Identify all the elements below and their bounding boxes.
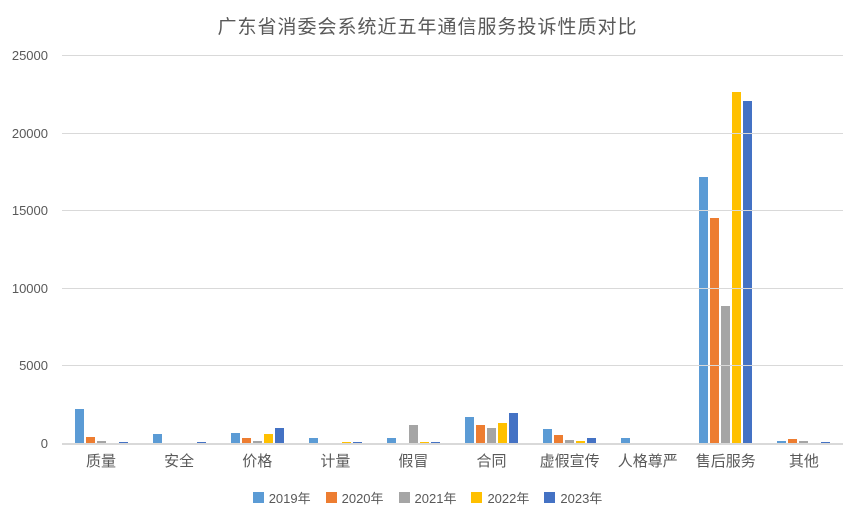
bar-2022年-合同 xyxy=(498,422,508,444)
bar-2023年-质量 xyxy=(118,441,128,444)
legend-swatch-icon xyxy=(544,492,556,503)
bar-2019年-合同 xyxy=(465,417,475,444)
bar-2020年-售后服务 xyxy=(710,218,720,444)
bar-2023年-售后服务 xyxy=(743,101,753,444)
y-tick-label-20000: 20000 xyxy=(11,125,48,141)
bar-group-安全 xyxy=(140,56,218,444)
gridline-25000 xyxy=(62,55,843,56)
bar-2019年-人格尊严 xyxy=(621,437,631,444)
legend-label: 2021年 xyxy=(414,491,457,506)
x-category-label-其他: 其他 xyxy=(788,453,819,470)
gridline-20000 xyxy=(62,132,843,134)
bar-group-虚假宣传 xyxy=(531,56,609,444)
x-category-label-虚假宣传: 虚假宣传 xyxy=(539,453,600,470)
bar-2023年-假冒 xyxy=(430,441,440,444)
legend-label: 2019年 xyxy=(268,491,311,506)
bar-2019年-售后服务 xyxy=(699,177,709,444)
x-category-label-计量: 计量 xyxy=(320,453,351,470)
y-tick-label-5000: 5000 xyxy=(19,358,48,374)
bar-2023年-价格 xyxy=(274,428,284,444)
bar-2019年-价格 xyxy=(230,432,240,444)
bar-2020年-其他 xyxy=(788,439,798,444)
legend-label: 2020年 xyxy=(341,491,384,506)
bar-group-计量 xyxy=(296,56,374,444)
bar-2021年-合同 xyxy=(487,428,497,444)
bar-2022年-售后服务 xyxy=(732,92,742,444)
legend-swatch-icon xyxy=(252,492,264,503)
bar-2021年-价格 xyxy=(252,441,262,444)
legend-item-2023年: 2023年 xyxy=(544,488,602,507)
bar-2020年-虚假宣传 xyxy=(554,435,564,444)
bar-2022年-虚假宣传 xyxy=(576,441,586,444)
bar-2020年-质量 xyxy=(85,437,95,444)
y-tick-label-0: 0 xyxy=(40,436,48,451)
bar-2019年-计量 xyxy=(308,437,318,444)
bar-2019年-假冒 xyxy=(386,437,396,444)
legend-label: 2023年 xyxy=(560,491,603,506)
bar-2021年-质量 xyxy=(96,441,106,444)
gridline-5000 xyxy=(62,365,843,367)
x-axis-line xyxy=(62,443,843,445)
bar-2023年-虚假宣传 xyxy=(587,438,597,444)
gridline-10000 xyxy=(62,287,843,289)
bar-group-价格 xyxy=(218,56,296,444)
legend-item-2022年: 2022年 xyxy=(471,488,529,507)
bar-2019年-其他 xyxy=(777,441,787,444)
bar-2021年-售后服务 xyxy=(721,305,731,444)
bar-2019年-虚假宣传 xyxy=(543,429,553,444)
bar-2020年-价格 xyxy=(241,437,251,444)
bar-group-人格尊严 xyxy=(609,56,687,444)
y-tick-label-25000: 25000 xyxy=(11,48,48,63)
bar-2021年-虚假宣传 xyxy=(565,439,575,444)
x-category-label-价格: 价格 xyxy=(242,453,273,470)
bar-2020年-合同 xyxy=(476,424,486,444)
legend-swatch-icon xyxy=(471,492,483,503)
legend-swatch-icon xyxy=(398,492,410,503)
bar-group-质量 xyxy=(62,56,140,444)
y-tick-label-15000: 15000 xyxy=(11,203,48,219)
bar-group-假冒 xyxy=(374,56,452,444)
x-axis: 质量 安全 价格 计量 假冒 合同 虚假宣传 人格尊严 售后服务 其他 xyxy=(62,450,843,471)
legend-swatch-icon xyxy=(325,492,337,503)
legend-item-2020年: 2020年 xyxy=(325,488,384,507)
x-category-label-安全: 安全 xyxy=(164,453,195,470)
legend-item-2021年: 2021年 xyxy=(398,488,457,507)
y-tick-label-10000: 10000 xyxy=(11,280,48,296)
bar-2021年-其他 xyxy=(799,441,809,444)
bar-2023年-合同 xyxy=(509,412,519,444)
x-category-label-人格尊严: 人格尊严 xyxy=(617,453,678,470)
gridline-15000 xyxy=(62,210,843,212)
bar-2022年-价格 xyxy=(263,433,273,444)
bar-2019年-质量 xyxy=(74,409,84,444)
bar-groups xyxy=(62,56,843,444)
bar-2021年-假冒 xyxy=(408,424,418,444)
legend: 2019年 2020年 2021年 2022年 2023年 xyxy=(0,488,855,507)
plot-area xyxy=(62,55,843,445)
x-category-label-假冒: 假冒 xyxy=(398,453,429,470)
legend-item-2019年: 2019年 xyxy=(252,488,311,507)
y-axis: 0 5000 10000 15000 20000 25000 xyxy=(0,48,54,451)
legend-label: 2022年 xyxy=(487,491,530,506)
bar-group-其他 xyxy=(765,56,843,444)
bar-group-售后服务 xyxy=(687,56,765,444)
x-category-label-售后服务: 售后服务 xyxy=(695,453,756,470)
chart-title: 广东省消委会系统近五年通信服务投诉性质对比 xyxy=(217,17,638,38)
x-category-label-合同: 合同 xyxy=(476,453,507,470)
bar-2019年-安全 xyxy=(152,434,162,444)
x-category-label-质量: 质量 xyxy=(86,453,117,470)
bar-group-合同 xyxy=(452,56,530,444)
bar-2023年-计量 xyxy=(352,441,362,444)
